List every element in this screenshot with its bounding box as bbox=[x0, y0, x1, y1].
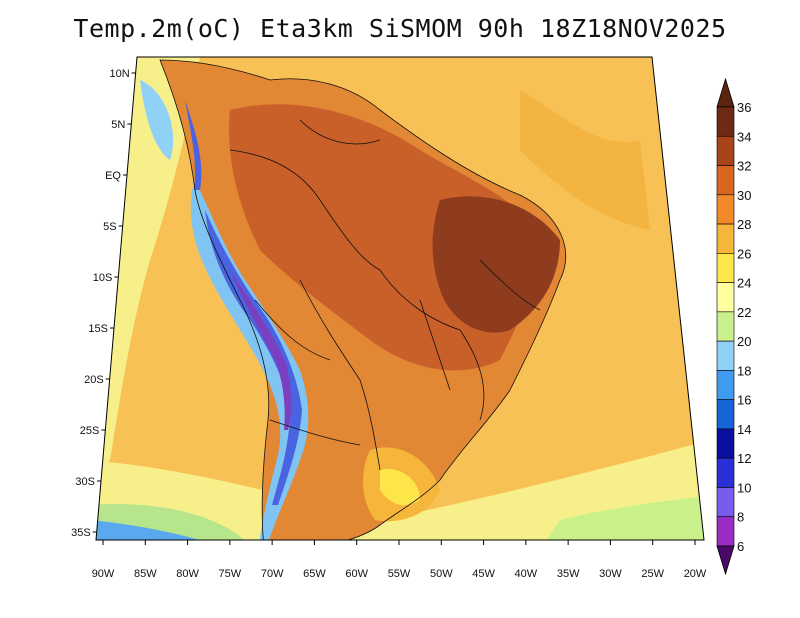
map-field bbox=[96, 57, 704, 540]
longitude-axis: 90W 85W 80W 75W 70W 65W 60W 55W 50W 45W 40W 35W 30W 2… bbox=[92, 540, 707, 580]
colorbar-segment bbox=[716, 428, 735, 459]
lon-label: 65W bbox=[303, 568, 326, 580]
colorbar-segment bbox=[716, 457, 735, 488]
colorbar-segment bbox=[716, 340, 735, 371]
lon-label: 75W bbox=[219, 568, 242, 580]
lat-label: 15S bbox=[88, 323, 108, 335]
colorbar-segment bbox=[716, 165, 735, 196]
lat-label: 30S bbox=[75, 476, 95, 488]
lat-label: 35S bbox=[71, 527, 91, 539]
colorbar-bottom-arrow bbox=[716, 545, 735, 576]
colorbar-segment bbox=[716, 370, 735, 400]
colorbar-segment bbox=[716, 516, 735, 547]
colorbar-label: 24 bbox=[737, 276, 751, 291]
colorbar-segment bbox=[716, 253, 735, 283]
lon-label: 85W bbox=[134, 568, 157, 580]
colorbar-label: 18 bbox=[737, 363, 751, 378]
lon-label: 40W bbox=[515, 568, 538, 580]
south-atlantic-cool bbox=[540, 495, 704, 540]
colorbar-top-arrow bbox=[716, 77, 735, 108]
lat-label: 5N bbox=[111, 119, 125, 131]
lat-label: 10N bbox=[109, 68, 129, 80]
lon-label: 20W bbox=[684, 568, 707, 580]
latitude-axis: 10N 5N EQ 5S 10S 15S 20S 25S 30S 35S bbox=[71, 68, 136, 539]
colorbar-segment bbox=[716, 106, 735, 137]
colorbar-label: 22 bbox=[737, 305, 751, 320]
lon-label: 45W bbox=[472, 568, 495, 580]
colorbar-label: 36 bbox=[737, 100, 751, 115]
lon-label: 55W bbox=[388, 568, 411, 580]
lon-label: 90W bbox=[92, 568, 115, 580]
andes-cool-belt bbox=[190, 180, 309, 540]
lat-label: 20S bbox=[84, 374, 104, 386]
south-pacific-coldest bbox=[96, 520, 230, 540]
colorbar-label: 6 bbox=[737, 539, 744, 554]
colorbar-label: 34 bbox=[737, 129, 751, 144]
colorbar: 6 8 10 12 14 16 18 20 22 24 26 28 30 32 34 36 bbox=[716, 77, 751, 576]
colorbar-label: 20 bbox=[737, 334, 751, 349]
colorbar-segment bbox=[716, 487, 735, 518]
colorbar-label: 14 bbox=[737, 422, 751, 437]
colorbar-segment bbox=[716, 399, 735, 430]
lat-label: 25S bbox=[80, 425, 100, 437]
andes-snow-peaks bbox=[230, 270, 292, 430]
northeast-hottest bbox=[432, 196, 560, 333]
lon-label: 30W bbox=[599, 568, 622, 580]
pacific-cool-band bbox=[96, 57, 200, 470]
country-borders bbox=[159, 59, 567, 540]
lon-label: 25W bbox=[641, 568, 664, 580]
south-ocean-cool bbox=[96, 440, 704, 540]
lon-label: 35W bbox=[557, 568, 580, 580]
colorbar-label: 16 bbox=[737, 393, 751, 408]
colorbar-segment bbox=[716, 194, 735, 225]
lat-label: 5S bbox=[103, 221, 116, 233]
north-andes-cold bbox=[185, 100, 202, 190]
colorbar-label: 10 bbox=[737, 480, 751, 495]
colorbar-segment bbox=[716, 223, 735, 254]
colorbar-label: 26 bbox=[737, 246, 751, 261]
lon-label: 70W bbox=[261, 568, 284, 580]
uruguay-cool bbox=[380, 469, 420, 506]
pacific-cold-patch bbox=[140, 80, 174, 160]
colorbar-label: 30 bbox=[737, 188, 751, 203]
colorbar-segment bbox=[716, 135, 735, 166]
colorbar-label: 12 bbox=[737, 451, 751, 466]
colorbar-label: 8 bbox=[737, 510, 744, 525]
lon-label: 60W bbox=[345, 568, 368, 580]
lat-label: 10S bbox=[93, 272, 113, 284]
colorbar-segment bbox=[716, 311, 735, 342]
lat-label: EQ bbox=[105, 170, 121, 182]
lon-label: 50W bbox=[430, 568, 453, 580]
colorbar-segment bbox=[716, 282, 735, 313]
colorbar-label: 32 bbox=[737, 159, 751, 174]
colorbar-label: 28 bbox=[737, 217, 751, 232]
lon-label: 80W bbox=[176, 568, 199, 580]
andes-cold-core bbox=[205, 210, 302, 505]
map-title: Temp.2m(oC) Eta3km SiSMOM 90h 18Z18NOV20… bbox=[73, 14, 727, 43]
atlantic-warm-patch bbox=[520, 90, 650, 230]
